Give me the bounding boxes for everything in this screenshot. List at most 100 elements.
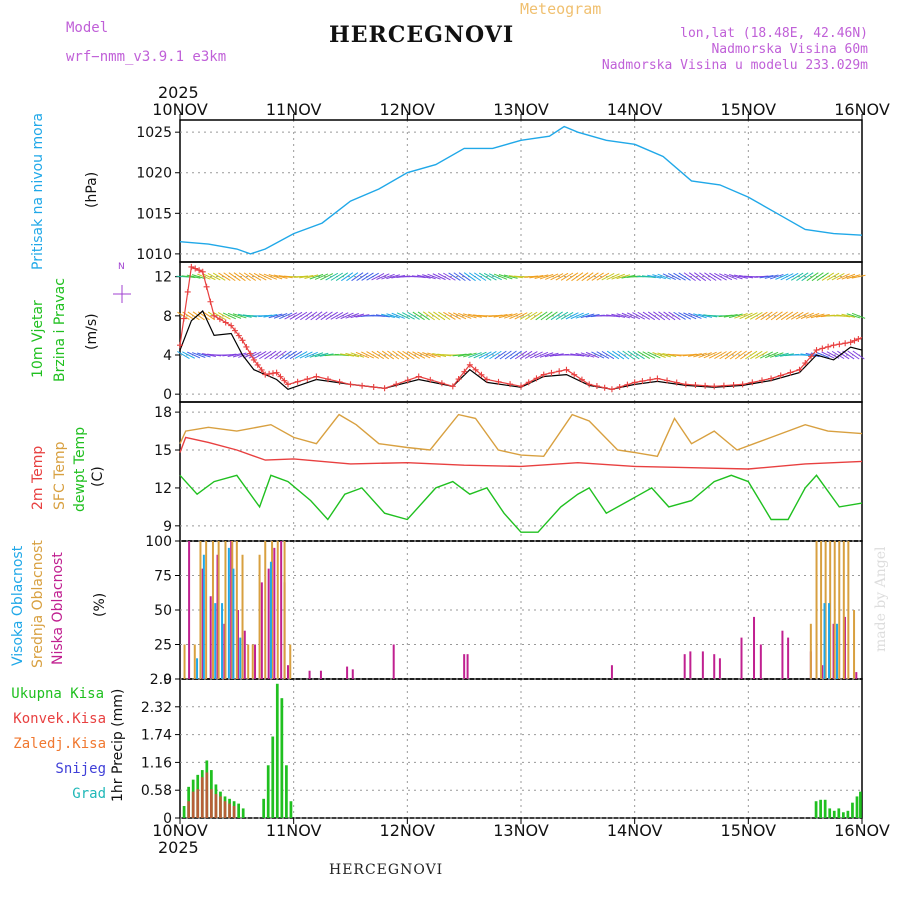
wind-barb: [509, 350, 522, 360]
wind-speed-marker: [449, 383, 456, 390]
wind-barb: [356, 272, 369, 281]
wind-barb: [463, 272, 476, 282]
wind-speed-marker: [269, 370, 276, 377]
precip-bar: [200, 777, 204, 818]
wind-barb: [402, 312, 415, 320]
wind-barb: [269, 350, 282, 360]
x-tick-label-bottom: 14NOV: [607, 821, 663, 840]
wind-barb: [407, 351, 420, 359]
wind-barb: [350, 352, 365, 358]
wind-barb: [458, 312, 472, 319]
precip-bar: [851, 802, 854, 818]
wind-barb: [601, 350, 615, 360]
wind-speed-marker: [180, 315, 187, 322]
wind-barb: [728, 313, 743, 319]
wind-barb: [729, 274, 743, 280]
wind-barb: [719, 273, 733, 281]
wind-barb: [755, 351, 768, 359]
wind-barb: [243, 272, 257, 281]
pressure-units: (hPa): [84, 171, 100, 208]
wind-speed-marker: [647, 376, 654, 383]
wind-speed-marker: [455, 376, 462, 383]
wind-ylabel-sub: Brzina i Pravac: [52, 278, 68, 382]
wind-barb: [815, 314, 830, 318]
wind-barb: [749, 311, 763, 320]
wind-speed-marker: [692, 382, 699, 389]
x-tick-label-bottom: 15NOV: [721, 821, 777, 840]
wind-barb: [212, 311, 226, 320]
wind-barb: [381, 273, 395, 280]
wind-barb: [427, 352, 441, 358]
wind-barb: [662, 273, 676, 281]
y-tick-label: 0.58: [141, 783, 172, 799]
wind-barb: [340, 353, 355, 357]
wind-barb: [325, 311, 338, 320]
wind-barb: [555, 311, 569, 320]
pressure-line: [179, 125, 863, 255]
wind-barb: [304, 274, 319, 279]
wind-barb: [422, 352, 436, 358]
wind-speed-marker: [188, 263, 195, 270]
precip-bar: [191, 791, 195, 818]
wind-barb: [222, 353, 237, 357]
wind-speed-marker: [381, 385, 388, 392]
wind-barb: [642, 311, 656, 321]
wind-barb: [534, 274, 549, 279]
wind-barb: [361, 272, 374, 281]
wind-barb: [519, 311, 533, 320]
y-tick-label: 1020: [136, 166, 172, 182]
wind-barb: [330, 272, 344, 281]
wind-barb: [259, 350, 272, 360]
wind-barb: [653, 311, 666, 321]
year-bottom: 2025: [158, 838, 199, 857]
wind-barb: [750, 350, 763, 360]
wind-speed-marker: [216, 316, 223, 323]
wind-barb: [790, 272, 804, 281]
chart-kind: Meteogram: [520, 0, 602, 18]
wind-speed-marker: [847, 339, 854, 346]
wind-barb: [652, 274, 666, 280]
wind-barb: [801, 272, 814, 282]
wind-speed-marker: [228, 322, 235, 329]
wind-speed-marker: [266, 370, 273, 377]
wind-barb: [437, 272, 451, 281]
wind-barb: [745, 350, 758, 360]
wind-barb: [443, 311, 456, 320]
wind-barb: [468, 313, 482, 318]
wind-barb: [601, 273, 615, 281]
wind-speed-marker: [739, 381, 746, 388]
wind-barb: [851, 312, 866, 319]
wind-barb: [279, 350, 292, 360]
coords-label: lon,lat (18.48E, 42.46N): [680, 26, 868, 41]
wind-barb: [279, 312, 293, 320]
sfc-ylabel: SFC Temp: [52, 441, 68, 510]
x-tick-label-top: 16NOV: [834, 100, 890, 119]
wind-barb: [192, 311, 205, 321]
wind-barb: [304, 351, 318, 359]
wind-barb: [192, 352, 206, 358]
legend-total-precip: Ukupna Kisa: [11, 686, 104, 702]
wind-barb: [647, 311, 661, 321]
wind-barb: [709, 272, 722, 281]
wind-speed-marker: [495, 378, 502, 385]
wind-barb: [596, 272, 610, 281]
wind-barb: [268, 313, 283, 319]
wind-barb: [611, 313, 626, 318]
wind-barb: [673, 311, 686, 320]
year-top: 2025: [158, 83, 199, 102]
wind-barb: [652, 352, 666, 358]
wind-barb: [284, 350, 297, 360]
y-tick-label: 0: [163, 672, 172, 688]
model-name: wrf−nmm_v3.9.1 e3km: [66, 49, 227, 65]
wind-barb: [734, 313, 748, 319]
wind-barb: [514, 312, 528, 320]
wind-speed-marker: [284, 381, 291, 388]
wind-barb: [468, 272, 482, 282]
wind-barb: [775, 273, 789, 280]
wind-barb: [744, 312, 758, 320]
precip-bar: [837, 808, 841, 818]
wind-barb: [182, 351, 195, 359]
x-tick-label-top: 11NOV: [266, 100, 322, 119]
wind-barb: [795, 312, 809, 320]
wind-barb: [847, 350, 860, 360]
